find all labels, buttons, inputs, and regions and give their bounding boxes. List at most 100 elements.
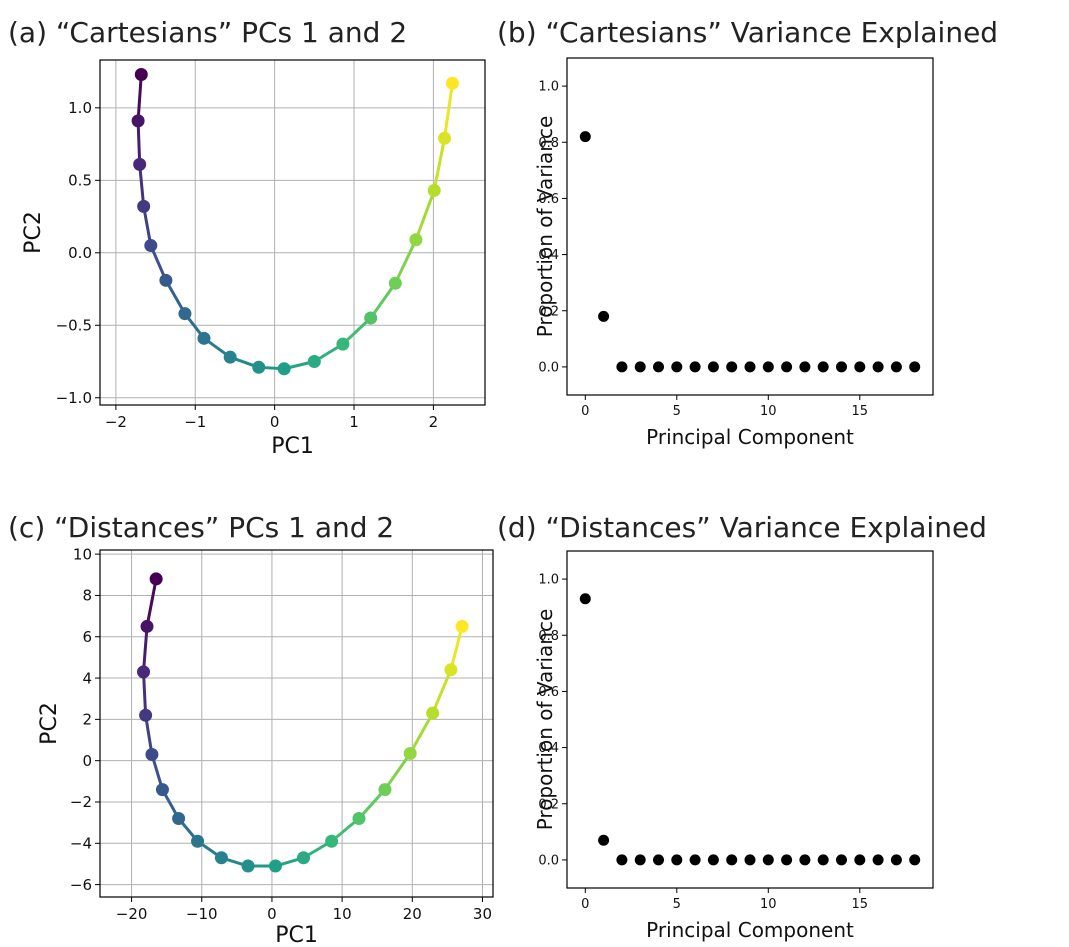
- y-tick-label: 1.0: [68, 99, 92, 117]
- y-tick-label: 1.0: [538, 573, 559, 588]
- data-point: [616, 361, 628, 373]
- data-point: [307, 355, 321, 369]
- series-line-segment: [408, 711, 435, 755]
- x-tick-label: 5: [673, 897, 681, 912]
- data-point: [455, 619, 469, 633]
- y-axis-label: Proportion of Variance: [533, 609, 557, 831]
- data-point: [352, 812, 366, 826]
- data-point: [427, 183, 441, 197]
- y-tick-label: 0: [82, 752, 92, 770]
- x-tick-label: 15: [852, 897, 869, 912]
- data-point: [197, 331, 211, 345]
- series-line-segment: [136, 119, 142, 166]
- x-tick-label: −2: [105, 413, 127, 431]
- data-point: [653, 361, 664, 373]
- data-point: [277, 362, 291, 376]
- data-point: [252, 360, 266, 374]
- y-tick-label: −4: [70, 835, 92, 853]
- y-tick-label: 0.0: [538, 853, 559, 868]
- series-line-segment: [144, 713, 154, 756]
- data-point: [671, 361, 683, 373]
- series-line-segment: [393, 238, 418, 285]
- data-point: [817, 361, 829, 373]
- y-axis-label: Proportion of Variance: [533, 116, 557, 338]
- y-tick-label: −6: [70, 876, 92, 894]
- x-tick-label: 30: [473, 905, 492, 923]
- data-point: [854, 854, 866, 866]
- series-line-segment: [443, 81, 454, 140]
- y-tick-label: 8: [82, 587, 92, 605]
- data-point: [726, 361, 738, 373]
- data-point: [726, 854, 738, 866]
- data-point: [409, 233, 423, 247]
- x-tick-label: −1: [184, 413, 206, 431]
- x-tick-label: −10: [186, 905, 218, 923]
- data-point: [671, 854, 683, 866]
- series-line-segment: [414, 188, 436, 242]
- y-tick-label: 0.0: [538, 360, 559, 375]
- series-line-segment: [145, 577, 158, 628]
- x-tick-label: 10: [760, 404, 777, 419]
- series-line-segment: [142, 204, 153, 248]
- series-line-segment: [449, 624, 464, 672]
- data-point: [744, 854, 756, 866]
- x-tick-label: 5: [673, 404, 681, 419]
- x-tick-label: 20: [403, 905, 422, 923]
- data-point: [598, 834, 610, 846]
- data-point: [139, 708, 153, 722]
- y-tick-label: 10: [73, 545, 92, 563]
- panel-a-plot: −2 −1 0 1 2 −1.0 −0.5 0.0 0.5 1.0 PC1 PC2: [21, 59, 486, 459]
- data-point: [268, 859, 282, 873]
- x-axis-label: PC1: [271, 434, 314, 459]
- plot-frame: [99, 59, 486, 406]
- x-axis-label: Principal Component: [646, 425, 854, 449]
- panel-d-title: (d) “Distances” Variance Explained: [497, 511, 987, 544]
- x-tick-label: 10: [760, 897, 777, 912]
- data-point: [799, 361, 811, 373]
- data-point: [579, 593, 591, 605]
- data-point: [149, 572, 163, 586]
- series-line-segment: [383, 751, 412, 792]
- data-point: [378, 783, 392, 797]
- data-point: [297, 851, 311, 865]
- data-point: [145, 747, 159, 761]
- data-point: [689, 854, 701, 866]
- data-point: [140, 619, 154, 633]
- x-tick-label: −20: [116, 905, 148, 923]
- series-line-segment: [432, 136, 447, 192]
- x-tick-label: 0: [581, 897, 589, 912]
- x-tick-label: 0: [267, 905, 277, 923]
- data-point: [223, 350, 237, 364]
- data-point: [137, 199, 151, 213]
- data-point: [178, 307, 192, 321]
- plot-frame: [566, 550, 934, 889]
- y-tick-label: 0.5: [68, 172, 92, 190]
- panel-b-plot: 0 5 10 15 0.0 0.2 0.4 0.6 0.8 1.0 Principal Compon…: [533, 57, 934, 449]
- panel-c-title: (c) “Distances” PCs 1 and 2: [8, 511, 394, 544]
- data-point: [781, 361, 793, 373]
- y-tick-label: 0.4: [538, 741, 559, 756]
- y-tick-label: 0.8: [538, 136, 559, 151]
- series-line-segment: [369, 281, 397, 320]
- data-point: [762, 854, 774, 866]
- y-tick-label: 0.2: [538, 797, 559, 812]
- y-tick-label: −1.0: [56, 389, 92, 407]
- data-point: [817, 854, 829, 866]
- data-point: [653, 854, 664, 866]
- data-point: [325, 834, 339, 848]
- data-point: [579, 131, 591, 143]
- data-point: [781, 854, 793, 866]
- x-axis-label: Principal Component: [646, 918, 854, 942]
- data-point: [890, 854, 902, 866]
- y-tick-label: 1.0: [538, 80, 559, 95]
- y-axis-label: PC2: [37, 702, 62, 745]
- series-line-segment: [142, 670, 148, 717]
- data-point: [364, 311, 378, 325]
- y-tick-label: 2: [82, 711, 92, 729]
- data-point: [134, 67, 148, 81]
- x-tick-label: 15: [852, 404, 869, 419]
- y-axis-label: PC2: [21, 211, 46, 254]
- data-point: [137, 665, 151, 679]
- data-point: [616, 854, 628, 866]
